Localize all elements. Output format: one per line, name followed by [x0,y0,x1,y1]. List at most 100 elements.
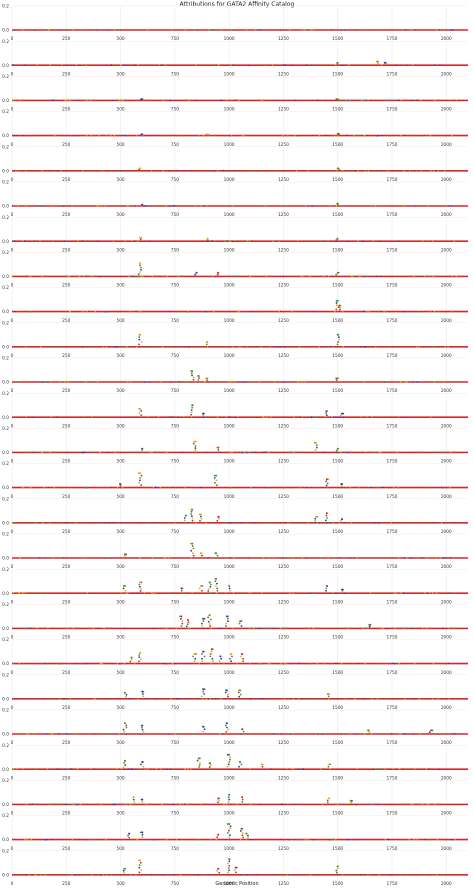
baseline-point [63,556,65,559]
baseline-point [380,627,383,630]
baseline-point [178,381,180,383]
x-tick-label: 250 [62,775,70,781]
baseline-point [284,64,287,66]
x-tick-label: 750 [171,318,179,324]
baseline-point [256,873,258,876]
baseline-point [103,275,105,277]
baseline-point [173,205,176,207]
baseline-point [374,451,377,454]
baseline-point [241,381,243,383]
attribution-point [337,341,340,343]
x-tick-label: 500 [116,36,124,42]
baseline-point [272,733,274,735]
baseline-point [69,205,71,207]
peak-point [123,759,126,762]
baseline-point [363,557,365,559]
x-tick-label: 0 [11,423,14,429]
baseline-point [336,170,338,172]
baseline-point [355,733,357,735]
baseline-point [305,29,307,31]
x-tick-label: 1500 [332,670,343,676]
baseline-point [194,698,197,700]
x-tick-label: 1500 [332,283,343,289]
peak-point [199,513,202,516]
x-tick-label: 500 [116,635,124,641]
baseline-point [17,346,19,348]
baseline-point [419,733,421,735]
attribution-point [140,484,143,487]
baseline-point [34,29,36,31]
baseline-point [218,64,220,67]
y-tick-label: 0.0 [2,556,9,562]
x-tick-label: 1750 [387,846,398,852]
baseline-point [136,557,139,559]
attribution-point [139,477,141,479]
baseline-point [216,838,219,841]
baseline-point [345,452,347,454]
baseline-point [91,275,93,277]
baseline-point [151,275,153,278]
baseline-point [301,29,304,31]
attribution-point [140,268,142,271]
attribution-point [227,695,229,698]
peak-point [139,407,142,410]
baseline-point [12,768,14,771]
baseline-point [425,768,427,771]
x-tick-label: 750 [171,881,179,887]
attribution-point [181,620,184,623]
attribution-point [315,444,318,447]
baseline-point [73,803,75,805]
baseline-point [258,803,260,806]
baseline-point [178,838,180,841]
baseline-point [96,205,98,207]
baseline-point [452,627,454,630]
baseline-point [346,839,348,841]
y-tick-label: 0.2 [2,848,9,854]
baseline-point [442,557,444,559]
baseline-point [415,64,417,66]
baseline-point [406,557,408,559]
baseline-point [316,733,319,735]
peak-point [239,689,241,692]
baseline-point [64,732,67,735]
baseline-point [148,205,151,207]
baseline-point [233,169,236,172]
baseline-point [171,662,174,665]
baseline-point [252,486,255,489]
baseline-point [223,698,225,700]
baseline-point [97,873,99,876]
peak-point [193,440,196,443]
baseline-point [290,733,292,735]
x-tick-label: 750 [171,212,179,218]
peak-point [336,271,339,274]
baseline-point [212,240,214,242]
baseline-point [31,451,34,454]
baseline-point [175,169,178,172]
baseline-point [210,662,212,664]
attribution-point [261,765,264,768]
attribution-point [238,695,241,698]
y-tick-label: 0.2 [2,708,9,714]
baseline-point [22,592,24,594]
baseline-point [12,592,15,594]
x-tick-label: 1500 [332,107,343,113]
attribution-point [228,829,230,832]
x-tick-label: 500 [116,318,124,324]
baseline-point [250,592,252,594]
baseline-point [187,310,189,312]
baseline-point [381,486,383,489]
baseline-point [154,346,157,348]
baseline-point [295,804,298,806]
baseline-point [30,275,32,278]
baseline-point [432,521,435,524]
baseline-point [407,768,409,771]
baseline-point [291,310,293,312]
x-tick-label: 1000 [224,353,235,359]
attribution-point [336,867,339,870]
baseline-point [329,768,331,770]
peak-point [239,761,241,763]
x-tick-label: 1750 [387,388,398,394]
peak-point [132,796,135,799]
attribution-point [139,585,141,588]
baseline-point [172,592,174,594]
